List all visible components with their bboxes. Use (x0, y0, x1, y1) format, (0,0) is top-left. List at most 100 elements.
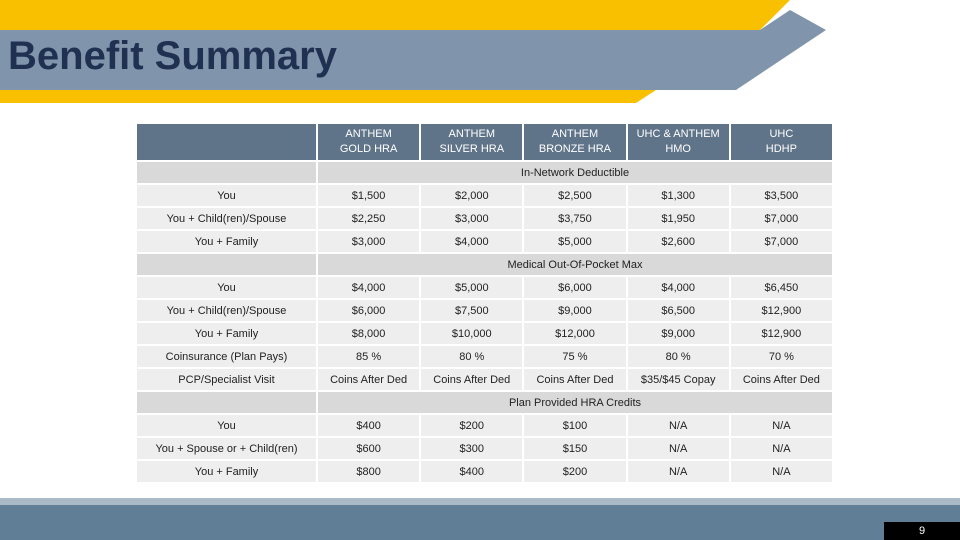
table-cell: N/A (730, 461, 832, 482)
table-cell: N/A (627, 461, 729, 482)
table-row: You $400 $200 $100 N/A N/A (137, 415, 832, 436)
table-cell: $200 (421, 415, 523, 436)
table-cell: N/A (627, 415, 729, 436)
table-row: You + Child(ren)/Spouse $2,250 $3,000 $3,75… (137, 208, 832, 229)
table-row: PCP/Specialist Visit Coins After Ded Coins… (137, 369, 832, 390)
table-cell: $2,500 (524, 185, 626, 206)
table-row: You $4,000 $5,000 $6,000 $4,000 $6,450 (137, 277, 832, 298)
table-row: You $1,500 $2,000 $2,500 $1,300 $3,500 (137, 185, 832, 206)
table-cell: 80 % (627, 346, 729, 367)
row-label: You + Spouse or + Child(ren) (137, 438, 316, 459)
table-cell: $35/$45 Copay (627, 369, 729, 390)
column-header: UHC HDHP (730, 124, 832, 160)
slide-title: Benefit Summary (8, 34, 337, 78)
section-row: In-Network Deductible (137, 162, 832, 183)
table-cell: $400 (421, 461, 523, 482)
table-cell: $800 (318, 461, 420, 482)
table-cell: $3,500 (730, 185, 832, 206)
table-cell: N/A (627, 438, 729, 459)
table-cell: Coins After Ded (524, 369, 626, 390)
footer-band-light (0, 498, 960, 505)
column-header: ANTHEM SILVER HRA (421, 124, 523, 160)
row-label: You + Child(ren)/Spouse (137, 300, 316, 321)
section-title: In-Network Deductible (318, 162, 832, 183)
table-cell: $8,000 (318, 323, 420, 344)
table-cell: N/A (730, 438, 832, 459)
row-label: You + Family (137, 231, 316, 252)
table-cell: $2,250 (318, 208, 420, 229)
table-row: You + Child(ren)/Spouse $6,000 $7,500 $9,00… (137, 300, 832, 321)
row-label: PCP/Specialist Visit (137, 369, 316, 390)
table-row: You + Family $3,000 $4,000 $5,000 $2,600 $7,0… (137, 231, 832, 252)
table-cell: N/A (730, 415, 832, 436)
section-row: Medical Out-Of-Pocket Max (137, 254, 832, 275)
table-cell: $3,750 (524, 208, 626, 229)
column-header: ANTHEM GOLD HRA (318, 124, 420, 160)
table-cell: $7,000 (730, 231, 832, 252)
row-label: You + Family (137, 323, 316, 344)
footer-band (0, 505, 960, 540)
table-cell: $4,000 (421, 231, 523, 252)
table-cell: $12,000 (524, 323, 626, 344)
table-cell: $4,000 (627, 277, 729, 298)
table-cell: $7,000 (730, 208, 832, 229)
table-cell: 85 % (318, 346, 420, 367)
column-header: ANTHEM BRONZE HRA (524, 124, 626, 160)
section-row: Plan Provided HRA Credits (137, 392, 832, 413)
banner-yellow-top (0, 0, 790, 30)
page-number: 9 (884, 522, 960, 540)
table-cell: $100 (524, 415, 626, 436)
table-cell: $10,000 (421, 323, 523, 344)
table-cell: $5,000 (421, 277, 523, 298)
row-label: You (137, 415, 316, 436)
table-cell: $1,300 (627, 185, 729, 206)
row-label: You + Family (137, 461, 316, 482)
banner-yellow-bottom (0, 90, 656, 103)
table-cell: $9,000 (524, 300, 626, 321)
table-row: Coinsurance (Plan Pays) 85 % 80 % 75 % 80 % 7… (137, 346, 832, 367)
table-cell: $6,500 (627, 300, 729, 321)
section-spacer (137, 392, 316, 413)
header-row: ANTHEM GOLD HRA ANTHEM SILVER HRA ANTHEM B… (137, 124, 832, 160)
banner-blue (0, 10, 826, 90)
table-cell: $400 (318, 415, 420, 436)
table-cell: $3,000 (318, 231, 420, 252)
table-cell: $2,600 (627, 231, 729, 252)
table-cell: $9,000 (627, 323, 729, 344)
section-title: Medical Out-Of-Pocket Max (318, 254, 832, 275)
table-cell: $300 (421, 438, 523, 459)
table-cell: $7,500 (421, 300, 523, 321)
table-cell: $2,000 (421, 185, 523, 206)
table-cell: $12,900 (730, 323, 832, 344)
section-spacer (137, 254, 316, 275)
row-label: You (137, 277, 316, 298)
table-row: You + Family $8,000 $10,000 $12,000 $9,000 $1… (137, 323, 832, 344)
row-label: Coinsurance (Plan Pays) (137, 346, 316, 367)
corner-cell (137, 124, 316, 160)
title-banner (0, 0, 826, 103)
table-cell: $4,000 (318, 277, 420, 298)
row-label: You + Child(ren)/Spouse (137, 208, 316, 229)
table-cell: 75 % (524, 346, 626, 367)
table-cell: $5,000 (524, 231, 626, 252)
table-cell: $6,000 (318, 300, 420, 321)
row-label: You (137, 185, 316, 206)
table-row: You + Spouse or + Child(ren) $600 $300 $150… (137, 438, 832, 459)
section-title: Plan Provided HRA Credits (318, 392, 832, 413)
table-cell: $6,000 (524, 277, 626, 298)
table-cell: $1,500 (318, 185, 420, 206)
table-cell: Coins After Ded (318, 369, 420, 390)
table-cell: $12,900 (730, 300, 832, 321)
table-cell: $200 (524, 461, 626, 482)
table-row: You + Family $800 $400 $200 N/A N/A (137, 461, 832, 482)
table-cell: Coins After Ded (421, 369, 523, 390)
column-header: UHC & ANTHEM HMO (627, 124, 729, 160)
section-spacer (137, 162, 316, 183)
table-cell: $150 (524, 438, 626, 459)
table-cell: $6,450 (730, 277, 832, 298)
table-cell: $3,000 (421, 208, 523, 229)
table-cell: 80 % (421, 346, 523, 367)
table-cell: Coins After Ded (730, 369, 832, 390)
table-cell: $1,950 (627, 208, 729, 229)
